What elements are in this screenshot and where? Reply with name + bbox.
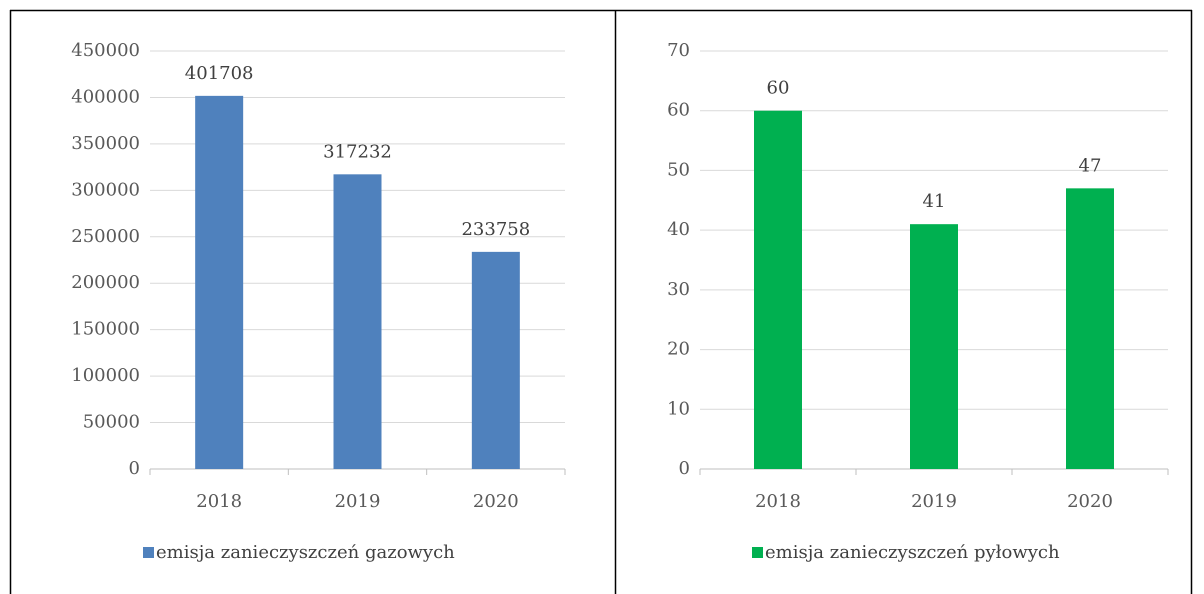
y-tick-label: 10 bbox=[667, 398, 690, 419]
x-tick-label: 2018 bbox=[196, 491, 242, 512]
data-label: 41 bbox=[923, 191, 946, 212]
y-tick-label: 450000 bbox=[71, 40, 140, 61]
y-tick-label: 0 bbox=[679, 458, 690, 479]
data-label: 233758 bbox=[461, 219, 530, 240]
y-tick-label: 0 bbox=[129, 458, 140, 479]
x-tick-label: 2020 bbox=[1067, 491, 1113, 512]
y-tick-label: 350000 bbox=[71, 133, 140, 154]
y-tick-label: 100000 bbox=[71, 365, 140, 386]
data-label: 401708 bbox=[185, 63, 254, 84]
legend-label: emisja zanieczyszczeń gazowych bbox=[156, 542, 455, 563]
y-tick-label: 70 bbox=[667, 40, 690, 61]
bar bbox=[754, 110, 802, 469]
y-tick-label: 400000 bbox=[71, 86, 140, 107]
bar bbox=[471, 251, 520, 469]
y-tick-label: 40 bbox=[667, 219, 690, 240]
y-tick-label: 200000 bbox=[71, 272, 140, 293]
bar bbox=[333, 174, 382, 469]
x-tick-label: 2020 bbox=[473, 491, 519, 512]
y-tick-label: 30 bbox=[667, 279, 690, 300]
y-tick-label: 50 bbox=[667, 159, 690, 180]
y-tick-label: 20 bbox=[667, 339, 690, 360]
bar bbox=[1066, 188, 1114, 470]
data-label: 47 bbox=[1079, 155, 1102, 176]
y-tick-label: 150000 bbox=[71, 319, 140, 340]
bar bbox=[195, 95, 244, 469]
y-tick-label: 300000 bbox=[71, 179, 140, 200]
bar bbox=[910, 224, 958, 469]
x-tick-label: 2019 bbox=[335, 491, 381, 512]
y-tick-label: 50000 bbox=[83, 412, 140, 433]
x-tick-label: 2019 bbox=[911, 491, 957, 512]
legend-swatch bbox=[143, 547, 154, 558]
y-tick-label: 250000 bbox=[71, 226, 140, 247]
data-label: 317232 bbox=[323, 141, 392, 162]
legend-swatch bbox=[752, 547, 763, 558]
legend-label: emisja zanieczyszczeń pyłowych bbox=[765, 542, 1060, 563]
data-label: 60 bbox=[767, 78, 790, 99]
y-tick-label: 60 bbox=[667, 100, 690, 121]
x-tick-label: 2018 bbox=[755, 491, 801, 512]
